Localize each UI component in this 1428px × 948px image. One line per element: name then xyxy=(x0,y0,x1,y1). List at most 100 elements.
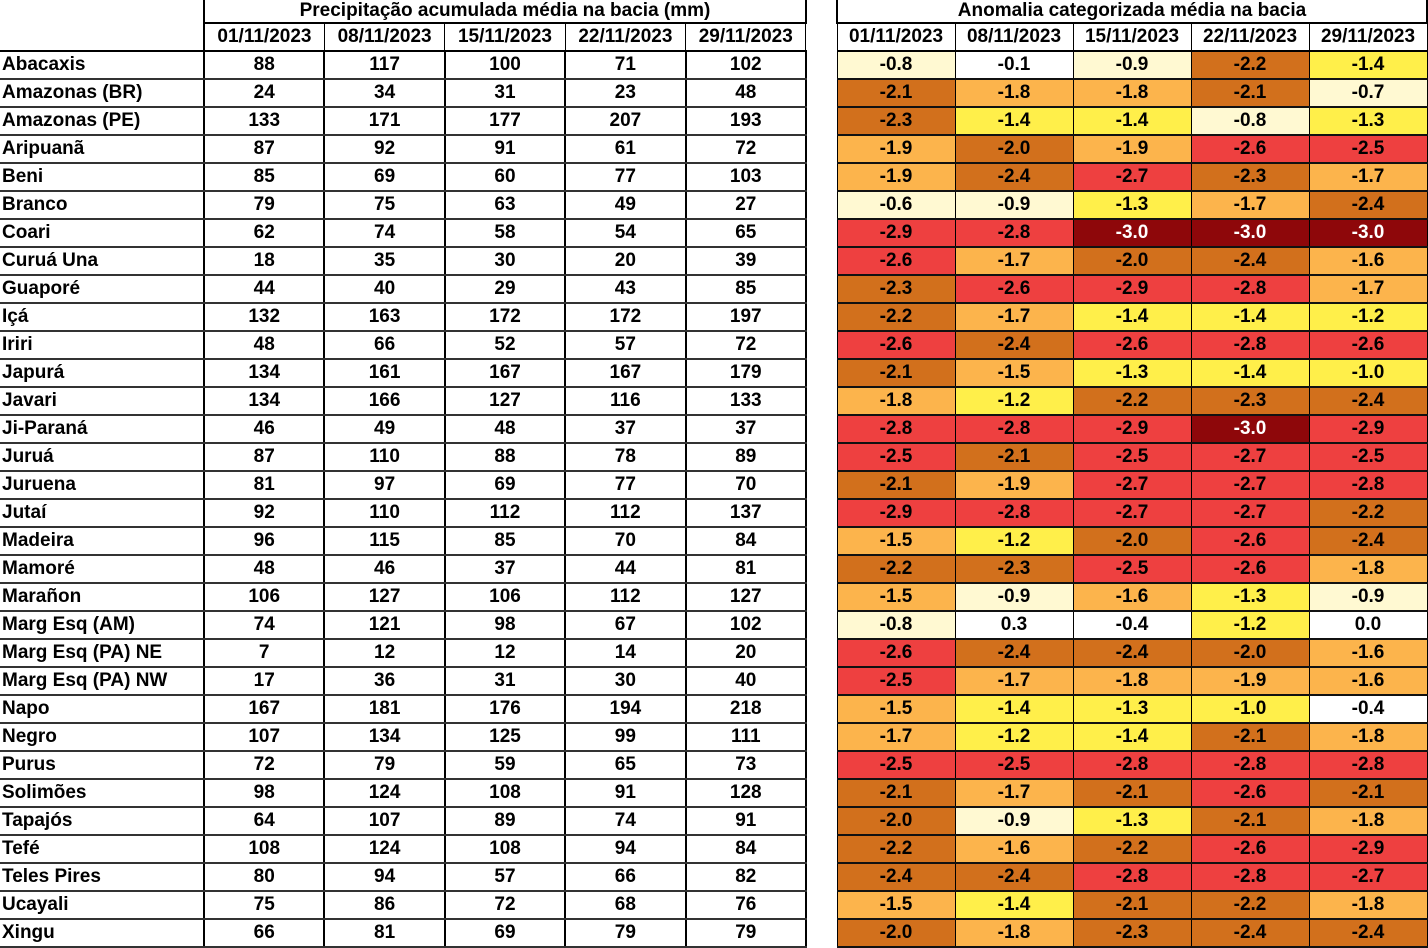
anomaly-value: -2.1 xyxy=(836,358,956,388)
table-row: Ji-Paraná 46 49 48 37 37 xyxy=(0,415,807,444)
precip-value: 61 xyxy=(565,135,687,164)
table-row: Guaporé 44 40 29 43 85 xyxy=(0,275,807,304)
precip-value: 48 xyxy=(685,79,807,108)
anomaly-value: -2.6 xyxy=(1190,526,1310,556)
table-row: Madeira 96 115 85 70 84 xyxy=(0,527,807,556)
precip-value: 46 xyxy=(204,415,326,444)
precip-value: 79 xyxy=(324,751,446,780)
anomaly-value: -2.7 xyxy=(1190,442,1310,472)
anomaly-value: -0.7 xyxy=(1308,78,1428,108)
precip-value: 94 xyxy=(565,835,687,864)
precip-value: 85 xyxy=(685,275,807,304)
table-row: -2.9 -2.8 -2.7 -2.7 -2.2 xyxy=(836,498,1428,528)
precip-value: 128 xyxy=(685,779,807,808)
table-row: -2.0 -1.8 -2.3 -2.4 -2.4 xyxy=(836,918,1428,948)
basin-name: Xingu xyxy=(0,919,205,948)
basin-name: Iriri xyxy=(0,331,205,360)
anomaly-value: -2.5 xyxy=(1072,554,1192,584)
precip-value: 134 xyxy=(324,723,446,752)
anomaly-value: -2.6 xyxy=(954,274,1074,304)
table-row: Marg Esq (PA) NW 17 36 31 30 40 xyxy=(0,667,807,696)
table-row: Solimões 98 124 108 91 128 xyxy=(0,779,807,808)
precip-value: 77 xyxy=(565,163,687,192)
precip-value: 87 xyxy=(204,443,326,472)
anomaly-value: -2.6 xyxy=(1190,134,1310,164)
anomaly-value: -1.4 xyxy=(1190,358,1310,388)
precip-value: 133 xyxy=(204,107,326,136)
anomaly-value: -1.0 xyxy=(1190,694,1310,724)
anomaly-value: -2.3 xyxy=(1190,386,1310,416)
basin-name: Curuá Una xyxy=(0,247,205,276)
anomaly-value: -2.8 xyxy=(1190,750,1310,780)
precip-value: 88 xyxy=(444,443,567,472)
anomaly-value: -2.3 xyxy=(1190,162,1310,192)
precip-value: 70 xyxy=(685,471,807,500)
anomaly-date-header: 01/11/2023 xyxy=(836,22,956,52)
precip-value: 57 xyxy=(444,863,567,892)
table-row: Tefé 108 124 108 94 84 xyxy=(0,835,807,864)
anomaly-value: -2.7 xyxy=(1072,162,1192,192)
precip-value: 112 xyxy=(565,583,687,612)
table-row: Beni 85 69 60 77 103 xyxy=(0,163,807,192)
anomaly-value: -3.0 xyxy=(1190,218,1310,248)
table-row: -1.5 -1.4 -1.3 -1.0 -0.4 xyxy=(836,694,1428,724)
precip-value: 125 xyxy=(444,723,567,752)
precip-value: 110 xyxy=(324,499,446,528)
table-row: Içá 132 163 172 172 197 xyxy=(0,303,807,332)
precip-value: 75 xyxy=(324,191,446,220)
precip-value: 72 xyxy=(204,751,326,780)
precip-value: 27 xyxy=(685,191,807,220)
anomaly-value: -2.1 xyxy=(836,470,956,500)
precip-value: 74 xyxy=(204,611,326,640)
table-row: -2.6 -2.4 -2.6 -2.8 -2.6 xyxy=(836,330,1428,360)
precip-value: 166 xyxy=(324,387,446,416)
anomaly-value: -2.7 xyxy=(1190,470,1310,500)
anomaly-value: -1.7 xyxy=(954,666,1074,696)
precip-value: 72 xyxy=(685,331,807,360)
table-row: Tapajós 64 107 89 74 91 xyxy=(0,807,807,836)
anomaly-value: -1.7 xyxy=(954,302,1074,332)
anomaly-value: -2.2 xyxy=(836,834,956,864)
precip-value: 172 xyxy=(565,303,687,332)
anomaly-value: -2.1 xyxy=(1190,722,1310,752)
precip-value: 167 xyxy=(565,359,687,388)
anomaly-value: -2.9 xyxy=(1308,414,1428,444)
precip-value: 65 xyxy=(685,219,807,248)
anomaly-value: -1.9 xyxy=(954,470,1074,500)
table-row: Javari 134 166 127 116 133 xyxy=(0,387,807,416)
table-row: -0.6 -0.9 -1.3 -1.7 -2.4 xyxy=(836,190,1428,220)
precip-value: 30 xyxy=(444,247,567,276)
anomaly-date-header: 08/11/2023 xyxy=(954,22,1074,52)
precip-value: 37 xyxy=(444,555,567,584)
table-row: Marg Esq (AM) 74 121 98 67 102 xyxy=(0,611,807,640)
precip-value: 12 xyxy=(324,639,446,668)
precip-value: 115 xyxy=(324,527,446,556)
precip-value: 64 xyxy=(204,807,326,836)
precip-value: 48 xyxy=(204,331,326,360)
anomaly-value: -2.9 xyxy=(1308,834,1428,864)
precip-date-header: 29/11/2023 xyxy=(685,22,807,52)
table-row: Aripuanã 87 92 91 61 72 xyxy=(0,135,807,164)
basin-name: Ji-Paraná xyxy=(0,415,205,444)
table-row: Japurá 134 161 167 167 179 xyxy=(0,359,807,388)
precip-value: 62 xyxy=(204,219,326,248)
precip-value: 40 xyxy=(685,667,807,696)
anomaly-value: -2.8 xyxy=(1190,862,1310,892)
anomaly-value: -1.8 xyxy=(1072,78,1192,108)
anomaly-value: -1.3 xyxy=(1072,806,1192,836)
basin-name: Marañon xyxy=(0,583,205,612)
anomaly-value: -0.8 xyxy=(1190,106,1310,136)
precip-value: 30 xyxy=(565,667,687,696)
table-row: Teles Pires 80 94 57 66 82 xyxy=(0,863,807,892)
anomaly-value: -2.4 xyxy=(954,638,1074,668)
anomaly-value: -1.5 xyxy=(836,526,956,556)
table-row: Marañon 106 127 106 112 127 xyxy=(0,583,807,612)
precip-value: 94 xyxy=(324,863,446,892)
table-row: -2.4 -2.4 -2.8 -2.8 -2.7 xyxy=(836,862,1428,892)
anomaly-value: -1.5 xyxy=(836,694,956,724)
anomaly-value: -2.8 xyxy=(1072,862,1192,892)
precip-value: 106 xyxy=(444,583,567,612)
anomaly-value: -2.8 xyxy=(1190,330,1310,360)
precip-value: 57 xyxy=(565,331,687,360)
table-row: -2.9 -2.8 -3.0 -3.0 -3.0 xyxy=(836,218,1428,248)
